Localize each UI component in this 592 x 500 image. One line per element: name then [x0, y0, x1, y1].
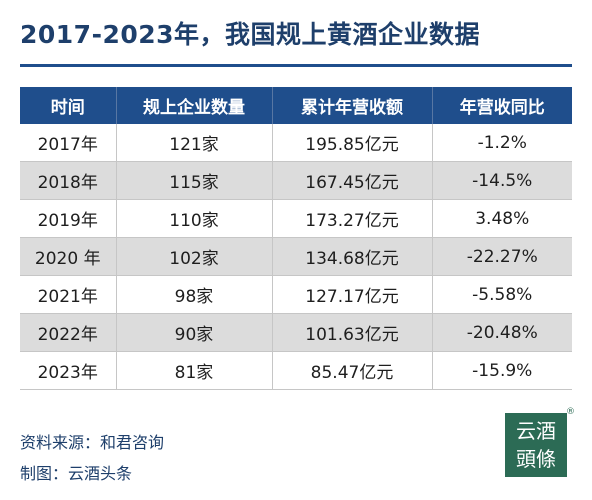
- header-enterprise-count: 规上企业数量: [116, 87, 273, 124]
- cell-yoy: -5.58%: [432, 275, 572, 314]
- table-row: 2022年 90家 101.63亿元 -20.48%: [20, 313, 572, 352]
- cell-revenue: 134.68亿元: [272, 237, 433, 276]
- cell-revenue: 195.85亿元: [272, 124, 433, 162]
- cell-yoy: 3.48%: [432, 199, 572, 238]
- cell-enterprise-count: 90家: [116, 313, 273, 352]
- chart-maker-note: 制图：云酒头条: [20, 464, 133, 483]
- logo-line-1: 云酒: [516, 419, 556, 443]
- title-divider: [20, 64, 572, 67]
- logo-line-2: 頭條: [516, 447, 556, 471]
- table-row: 2019年 110家 173.27亿元 3.48%: [20, 199, 572, 238]
- table-row: 2017年 121家 195.85亿元 -1.2%: [20, 124, 572, 162]
- registered-mark-icon: ®: [566, 407, 575, 417]
- cell-yoy: -15.9%: [432, 351, 572, 390]
- data-table-container: 时间 规上企业数量 累计年营收额 年营收同比 2017年 121家 195.85…: [20, 87, 572, 390]
- header-cumulative-revenue: 累计年营收额: [272, 87, 433, 124]
- cell-enterprise-count: 115家: [116, 161, 273, 200]
- cell-yoy: -1.2%: [432, 124, 572, 162]
- cell-yoy: -20.48%: [432, 313, 572, 352]
- table-header-row: 时间 规上企业数量 累计年营收额 年营收同比: [20, 87, 572, 124]
- header-year: 时间: [20, 87, 117, 124]
- data-table: 时间 规上企业数量 累计年营收额 年营收同比 2017年 121家 195.85…: [20, 87, 572, 390]
- cell-enterprise-count: 110家: [116, 199, 273, 238]
- header-revenue-yoy: 年营收同比: [432, 87, 572, 124]
- cell-enterprise-count: 81家: [116, 351, 273, 390]
- cell-year: 2022年: [20, 313, 117, 352]
- cell-year: 2019年: [20, 199, 117, 238]
- cell-year: 2023年: [20, 351, 117, 390]
- cell-year: 2017年: [20, 124, 117, 162]
- table-row: 2023年 81家 85.47亿元 -15.9%: [20, 351, 572, 390]
- page-title: 2017-2023年，我国规上黄酒企业数据: [20, 20, 481, 49]
- data-source-note: 资料来源：和君咨询: [20, 433, 165, 452]
- cell-yoy: -22.27%: [432, 237, 572, 276]
- cell-yoy: -14.5%: [432, 161, 572, 200]
- table-row: 2018年 115家 167.45亿元 -14.5%: [20, 161, 572, 200]
- brand-logo: 云酒 頭條: [505, 413, 567, 477]
- cell-revenue: 127.17亿元: [272, 275, 433, 314]
- cell-revenue: 101.63亿元: [272, 313, 433, 352]
- cell-revenue: 85.47亿元: [272, 351, 433, 390]
- cell-revenue: 173.27亿元: [272, 199, 433, 238]
- cell-enterprise-count: 121家: [116, 124, 273, 162]
- table-row: 2021年 98家 127.17亿元 -5.58%: [20, 275, 572, 314]
- cell-revenue: 167.45亿元: [272, 161, 433, 200]
- cell-year: 2020 年: [20, 237, 117, 276]
- cell-enterprise-count: 102家: [116, 237, 273, 276]
- cell-enterprise-count: 98家: [116, 275, 273, 314]
- table-row: 2020 年 102家 134.68亿元 -22.27%: [20, 237, 572, 276]
- cell-year: 2021年: [20, 275, 117, 314]
- cell-year: 2018年: [20, 161, 117, 200]
